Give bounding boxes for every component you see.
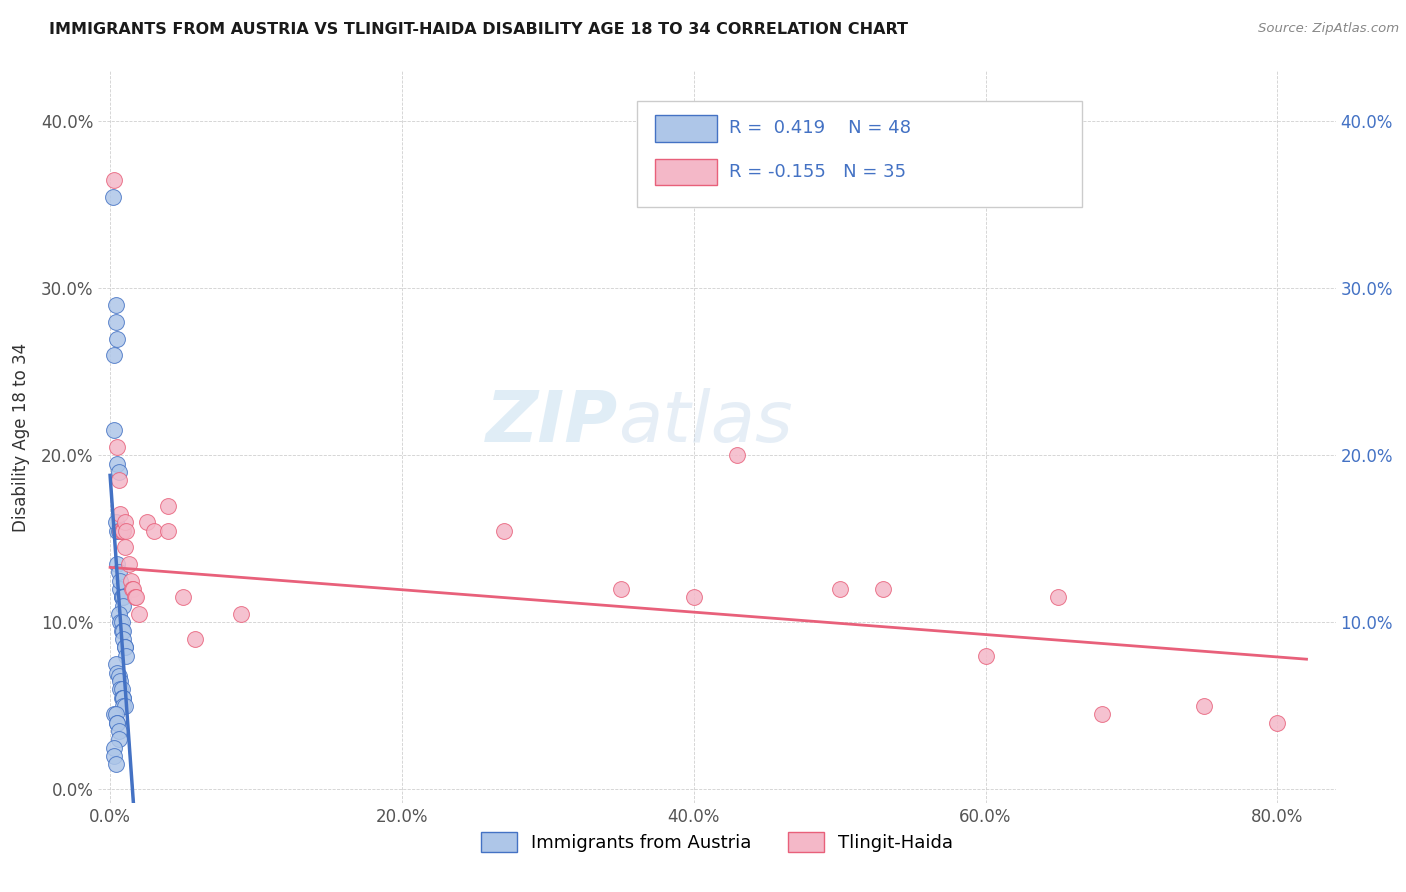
Point <box>105 440 128 454</box>
Point <box>108 524 131 538</box>
Point <box>104 298 127 312</box>
Point <box>108 607 131 621</box>
Point <box>112 690 135 705</box>
Point <box>112 599 135 613</box>
Point <box>112 632 135 647</box>
Point <box>114 541 136 555</box>
Point <box>103 424 125 438</box>
Point <box>122 582 145 596</box>
Point <box>118 557 141 571</box>
Point <box>104 757 127 772</box>
Point <box>104 515 127 529</box>
Point <box>111 690 134 705</box>
Point <box>112 698 135 713</box>
Point <box>974 648 997 663</box>
Point <box>1194 698 1216 713</box>
Point <box>111 524 134 538</box>
Text: Source: ZipAtlas.com: Source: ZipAtlas.com <box>1258 22 1399 36</box>
Point <box>124 591 146 605</box>
Point <box>110 682 132 697</box>
Point <box>112 591 135 605</box>
Point <box>1265 715 1288 730</box>
Point <box>112 624 135 638</box>
Point <box>114 640 136 655</box>
Point <box>110 507 132 521</box>
Point <box>110 673 132 688</box>
Point <box>492 524 515 538</box>
FancyBboxPatch shape <box>655 115 717 142</box>
Point <box>105 665 128 680</box>
Point <box>112 524 135 538</box>
Point <box>103 749 125 764</box>
Point <box>108 732 131 747</box>
Point <box>114 698 136 713</box>
Point <box>125 591 148 605</box>
Point <box>1091 707 1114 722</box>
Point <box>111 591 134 605</box>
Point <box>120 574 142 588</box>
Text: atlas: atlas <box>619 388 793 457</box>
Point <box>110 524 132 538</box>
Point <box>101 189 124 203</box>
Y-axis label: Disability Age 18 to 34: Disability Age 18 to 34 <box>11 343 30 532</box>
Point <box>103 173 125 187</box>
Point <box>104 657 127 672</box>
Text: IMMIGRANTS FROM AUSTRIA VS TLINGIT-HAIDA DISABILITY AGE 18 TO 34 CORRELATION CHA: IMMIGRANTS FROM AUSTRIA VS TLINGIT-HAIDA… <box>49 22 908 37</box>
Point <box>121 582 143 596</box>
Point <box>128 607 150 621</box>
Point <box>105 715 128 730</box>
Point <box>610 582 633 596</box>
Point <box>111 682 134 697</box>
Point <box>111 591 134 605</box>
Point <box>183 632 205 647</box>
Point <box>114 640 136 655</box>
Point <box>110 574 132 588</box>
Text: ZIP: ZIP <box>486 388 619 457</box>
Point <box>110 582 132 596</box>
Point <box>103 348 125 362</box>
FancyBboxPatch shape <box>637 101 1083 207</box>
Point <box>110 615 132 630</box>
Point <box>104 707 127 722</box>
Point <box>105 557 128 571</box>
Point <box>872 582 894 596</box>
Point <box>103 740 125 755</box>
Point <box>108 669 131 683</box>
Point <box>115 524 138 538</box>
Point <box>111 624 134 638</box>
Point <box>105 715 128 730</box>
Point <box>105 332 128 346</box>
Point <box>828 582 851 596</box>
Point <box>231 607 253 621</box>
Point <box>727 449 749 463</box>
Point <box>108 465 131 479</box>
Point <box>135 515 157 529</box>
Point <box>103 707 125 722</box>
Point <box>157 499 180 513</box>
Point <box>112 690 135 705</box>
Point <box>111 615 134 630</box>
Point <box>108 474 131 488</box>
Point <box>157 524 180 538</box>
Text: R =  0.419    N = 48: R = 0.419 N = 48 <box>730 120 911 137</box>
FancyBboxPatch shape <box>655 159 717 186</box>
Point <box>108 566 131 580</box>
Point <box>108 723 131 738</box>
Point <box>105 457 128 471</box>
Point <box>1047 591 1070 605</box>
Point <box>682 591 704 605</box>
Point <box>172 591 194 605</box>
Point <box>114 515 136 529</box>
Legend: Immigrants from Austria, Tlingit-Haida: Immigrants from Austria, Tlingit-Haida <box>474 824 960 860</box>
Point <box>105 524 128 538</box>
Point <box>115 648 138 663</box>
Text: R = -0.155   N = 35: R = -0.155 N = 35 <box>730 163 907 181</box>
Point <box>142 524 165 538</box>
Point <box>104 315 127 329</box>
